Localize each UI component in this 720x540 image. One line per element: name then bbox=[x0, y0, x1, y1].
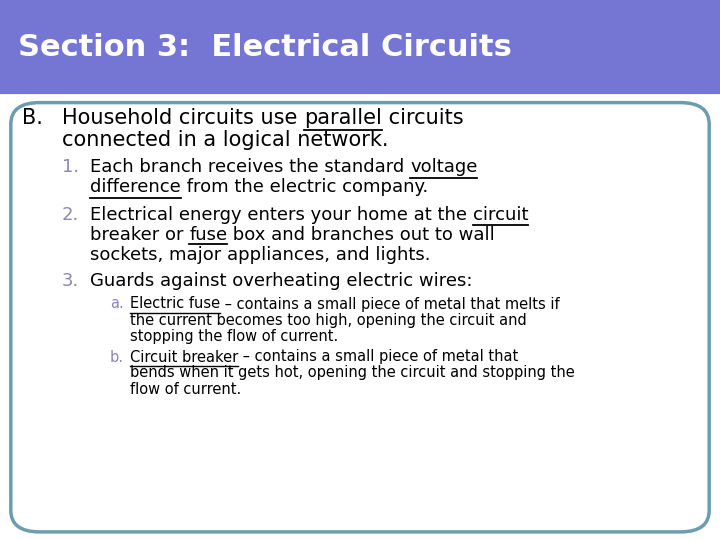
Text: stopping the flow of current.: stopping the flow of current. bbox=[130, 328, 338, 343]
Text: Electrical energy enters your home at the: Electrical energy enters your home at th… bbox=[90, 206, 473, 224]
Text: Household circuits use: Household circuits use bbox=[62, 109, 304, 129]
Text: B.: B. bbox=[22, 109, 43, 129]
Text: Circuit breaker: Circuit breaker bbox=[130, 349, 238, 364]
Text: box and branches out to wall: box and branches out to wall bbox=[228, 226, 495, 244]
Text: parallel: parallel bbox=[304, 109, 382, 129]
Text: voltage: voltage bbox=[410, 159, 477, 177]
Text: Each branch receives the standard: Each branch receives the standard bbox=[90, 159, 410, 177]
Text: circuits: circuits bbox=[382, 109, 464, 129]
Text: circuit: circuit bbox=[473, 206, 528, 224]
Text: from the electric company.: from the electric company. bbox=[181, 179, 428, 197]
Text: a.: a. bbox=[110, 296, 124, 312]
Text: breaker or: breaker or bbox=[90, 226, 189, 244]
Text: 3.: 3. bbox=[62, 273, 79, 291]
Text: – contains a small piece of metal that melts if: – contains a small piece of metal that m… bbox=[220, 296, 559, 312]
Text: Guards against overheating electric wires:: Guards against overheating electric wire… bbox=[90, 273, 472, 291]
Text: sockets, major appliances, and lights.: sockets, major appliances, and lights. bbox=[90, 246, 431, 264]
Text: – contains a small piece of metal that: – contains a small piece of metal that bbox=[238, 349, 518, 364]
Text: b.: b. bbox=[110, 349, 124, 364]
FancyBboxPatch shape bbox=[11, 103, 709, 532]
Bar bbox=[0, 0, 720, 94]
Text: difference: difference bbox=[90, 179, 181, 197]
Text: Section 3:  Electrical Circuits: Section 3: Electrical Circuits bbox=[18, 33, 512, 62]
Text: 1.: 1. bbox=[62, 159, 79, 177]
Text: connected in a logical network.: connected in a logical network. bbox=[62, 131, 389, 151]
Text: flow of current.: flow of current. bbox=[130, 381, 241, 396]
Text: 2.: 2. bbox=[62, 206, 79, 224]
Text: the current becomes too high, opening the circuit and: the current becomes too high, opening th… bbox=[130, 313, 527, 327]
Text: fuse: fuse bbox=[189, 226, 228, 244]
Text: Electric fuse: Electric fuse bbox=[130, 296, 220, 312]
Text: bends when it gets hot, opening the circuit and stopping the: bends when it gets hot, opening the circ… bbox=[130, 366, 575, 381]
